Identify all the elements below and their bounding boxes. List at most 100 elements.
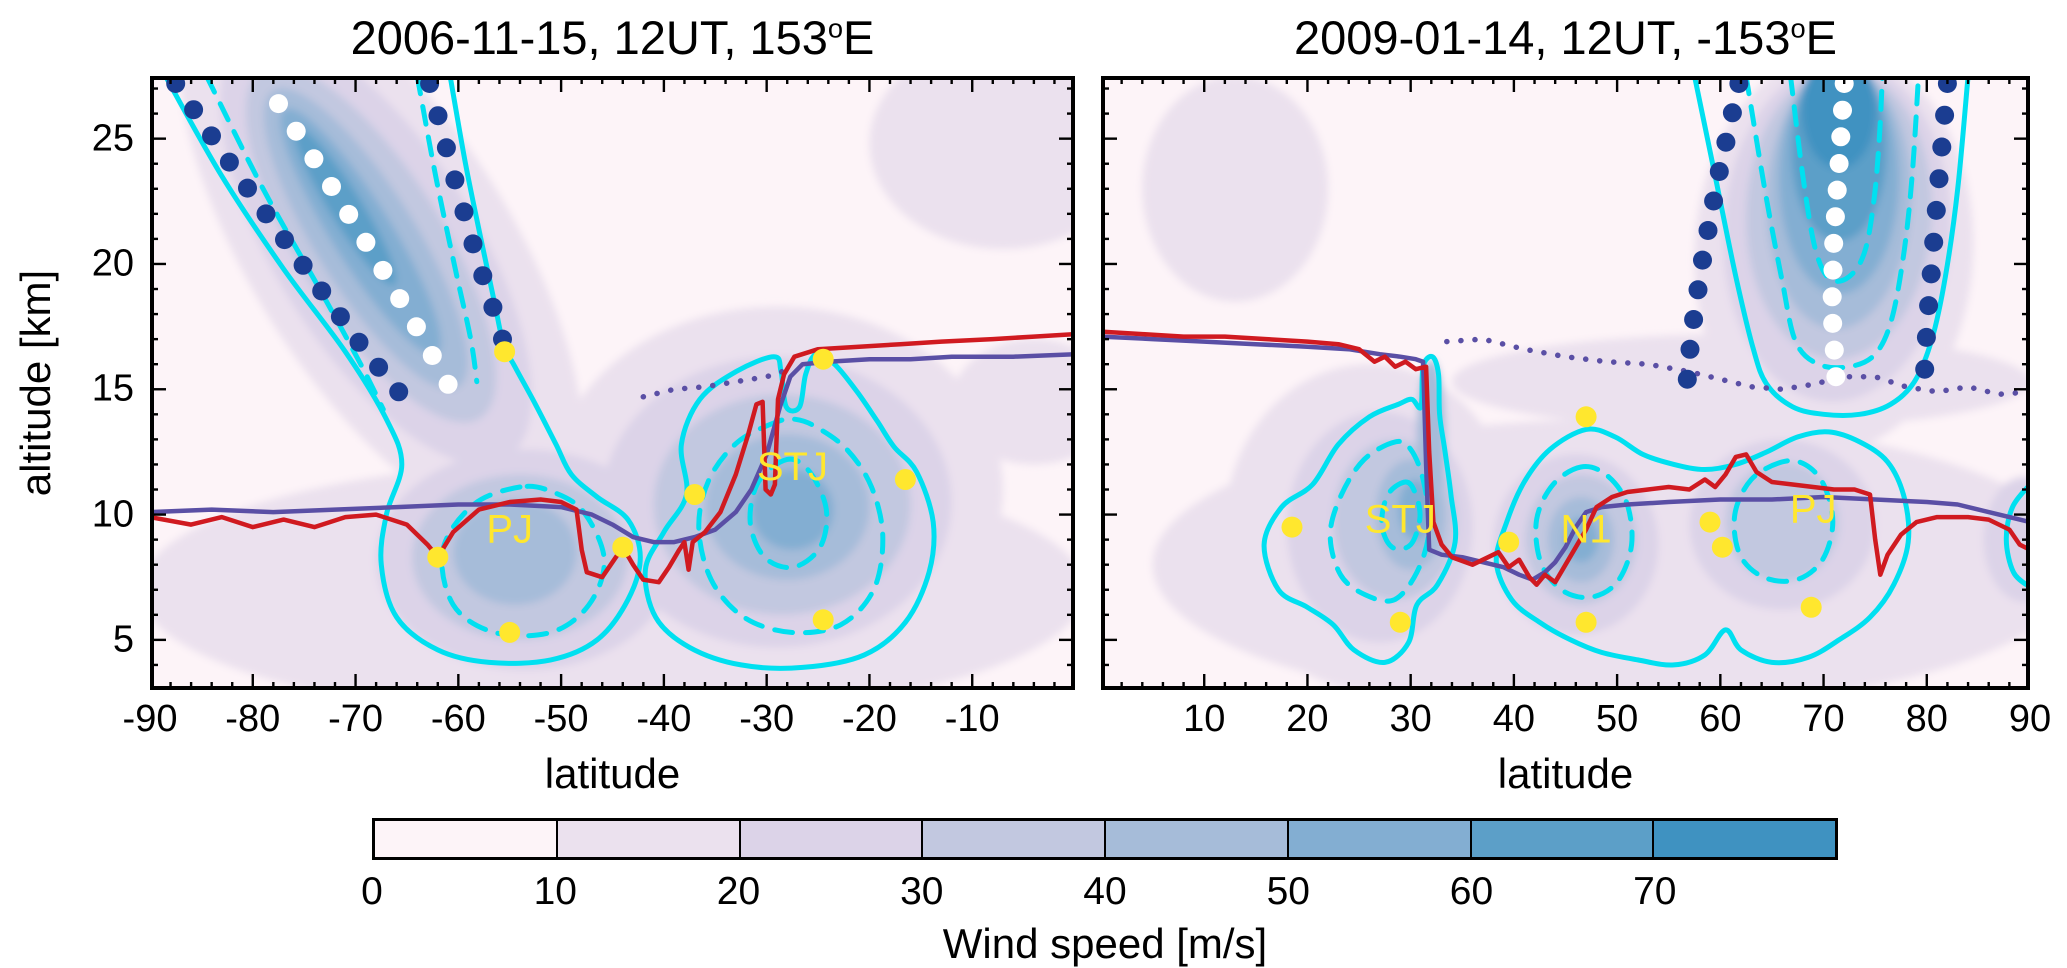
jet-axis-navy-dots [1915, 76, 1957, 379]
panel-title-suffix: E [843, 11, 875, 64]
jet-core-marker [812, 348, 834, 370]
x-tick-label: -30 [739, 698, 795, 740]
y-axis-label: altitude [km] [12, 269, 59, 497]
jet-core-marker [1575, 611, 1597, 633]
jet-core-marker [1575, 406, 1597, 428]
wind-region-level-1 [951, 339, 1075, 465]
tropopause-purple-dotted-line [1444, 336, 2030, 398]
jet-label-PJ: PJ [486, 508, 533, 552]
tropopause-purple-line [1101, 334, 2030, 582]
jet-axis-navy-dots [166, 76, 409, 402]
panel-title-left: 2006-11-15, 12UT, 153oE [150, 10, 1075, 65]
x-tick-label: -70 [328, 698, 384, 740]
jet-label-STJ: STJ [757, 445, 828, 489]
jet-core-marker [1281, 516, 1303, 538]
tropopause-purple-dotted-line [640, 368, 785, 400]
jet-axis-white-dots [269, 94, 458, 394]
jet-axis-navy-dots [420, 76, 512, 349]
panel-2006-11-15: 2006-11-15, 12UT, 153oE PJ STJ latitude -… [92, 11, 1075, 797]
colorbar-tick-label: 60 [1449, 870, 1494, 913]
contour-plot-left: PJ STJ [150, 76, 1075, 690]
wind-region-level-7 [1801, 76, 1877, 169]
panel-title-right: 2009-01-14, 12UT, -153oE [1101, 10, 2030, 65]
colorbar-segment-0 [375, 821, 556, 857]
jet-core-marker [494, 341, 516, 363]
colorbar-segment-2 [738, 821, 922, 857]
colorbar-tick-label: 40 [1083, 870, 1127, 913]
jet-contour-dashed [1743, 76, 1921, 371]
jet-contour-solid [1493, 426, 1912, 668]
x-tick-label: 10 [1183, 698, 1226, 740]
colorbar-tick-label: 20 [716, 870, 761, 913]
y-tick-label: 10 [91, 493, 134, 536]
jet-axis-white-dots [1822, 76, 1854, 387]
tropopause-red-line [150, 331, 1075, 585]
jet-label-STJ: STJ [1365, 498, 1436, 542]
x-axis-label-left: latitude [544, 750, 681, 797]
colorbar-tick-label: 0 [361, 870, 383, 913]
jet-core-marker [1699, 511, 1721, 533]
colorbar-tick-label: 50 [1266, 870, 1310, 913]
jet-axis-navy-dots [1677, 76, 1749, 389]
wind-region-level-1 [1452, 334, 2030, 430]
jet-core-marker [612, 536, 634, 558]
y-tick-label: 15 [91, 367, 134, 410]
x-tick-label: 20 [1286, 698, 1329, 740]
colorbar-segment-6 [1469, 821, 1653, 857]
jet-core-marker [1800, 596, 1822, 618]
plot-frame [1101, 76, 2030, 690]
jet-contour-dashed [204, 76, 386, 412]
y-tick-label: 20 [91, 242, 134, 285]
x-tick-label: -80 [225, 698, 281, 740]
x-tick-label: -90 [122, 698, 178, 740]
x-tick-label: 70 [1802, 698, 1845, 740]
jet-core-marker [1498, 531, 1520, 553]
jet-core-marker [684, 484, 706, 505]
x-tick-label: 30 [1389, 698, 1432, 740]
x-tick-label: 50 [1595, 698, 1639, 740]
colorbar-segment-5 [1286, 821, 1470, 857]
jet-contour-solid [1692, 76, 1971, 418]
jet-core-marker [427, 546, 449, 568]
tropopause-purple-line [150, 351, 1075, 545]
jet-contour-dashed [1731, 458, 1836, 584]
jet-contour-dashed [1788, 76, 1885, 284]
contour-plot-right: STJ N1 PJ [1101, 76, 2030, 690]
wind-region-level-1 [869, 76, 1075, 249]
x-axis-label-right: latitude [1497, 750, 1634, 797]
panel-title-suffix: E [1805, 11, 1837, 64]
colorbar-tick-label: 70 [1633, 870, 1677, 913]
x-tick-label: -60 [430, 698, 486, 740]
jet-contour-dashed [747, 456, 830, 571]
x-tick-label: -50 [533, 698, 589, 740]
y-tick-label: 25 [91, 117, 134, 160]
x-tick-label: 80 [1905, 698, 1948, 740]
degree-superscript: o [827, 12, 844, 44]
colorbar: 0 10 20 30 40 50 60 70 Wind speed [m/s] [361, 818, 1838, 967]
panel-2009-01-14: 2009-01-14, 12UT, -153oE STJ N1 PJ latitud… [1101, 11, 2051, 797]
wind-region-level-3 [1725, 462, 1840, 583]
jet-contour-solid [2003, 482, 2030, 590]
colorbar-tick-label: 10 [533, 870, 577, 913]
jet-core-marker [1711, 536, 1733, 558]
colorbar-segment-7 [1652, 821, 1835, 857]
wind-region-level-4 [453, 499, 577, 605]
tropopause-red-line [1101, 329, 2030, 587]
jet-core-marker [812, 609, 834, 631]
jet-contour-dashed [414, 76, 480, 385]
wind-region-level-1 [1142, 76, 1329, 302]
degree-superscript: o [1790, 12, 1806, 44]
plot-frame [150, 76, 1075, 690]
jet-core-marker [499, 621, 521, 643]
jet-core-marker [1389, 611, 1411, 633]
jet-contour-dashed [1327, 438, 1432, 604]
colorbar-strip [372, 818, 1838, 860]
jet-label-N1: N1 [1561, 508, 1612, 552]
colorbar-segment-3 [921, 821, 1104, 857]
colorbar-label: Wind speed [m/s] [942, 920, 1268, 967]
x-tick-label: 90 [2008, 698, 2052, 740]
colorbar-tick-label: 30 [900, 870, 944, 913]
x-tick-label: 60 [1699, 698, 1742, 740]
jet-core-marker [894, 469, 916, 490]
